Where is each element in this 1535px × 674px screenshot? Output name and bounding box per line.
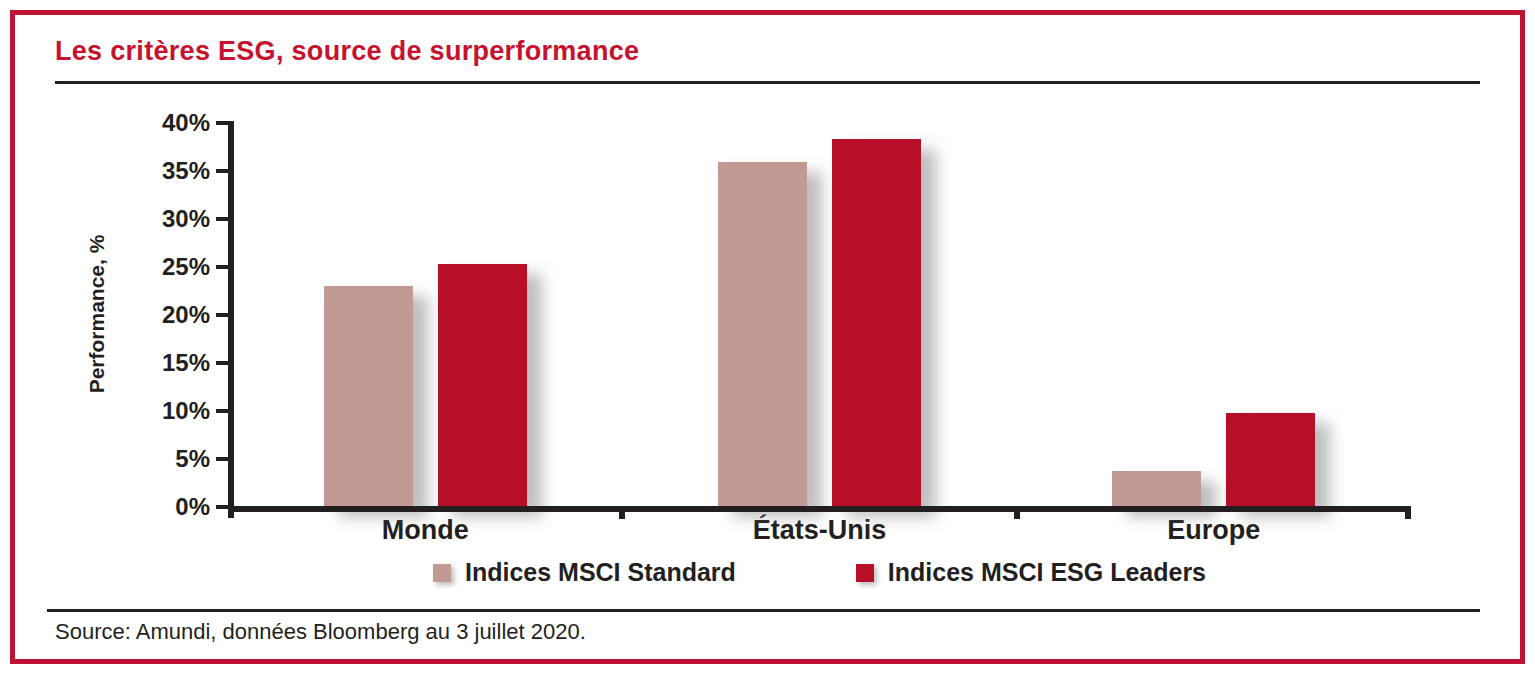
bar-indices-msci-esg-leaders-monde: [438, 264, 527, 507]
x-axis-line: [228, 506, 1411, 512]
source-note: Source: Amundi, données Bloomberg au 3 j…: [55, 619, 586, 645]
y-tick-label: 0%: [90, 495, 210, 519]
legend-swatch-icon: [433, 564, 451, 582]
y-tick-label: 30%: [90, 207, 210, 231]
legend-item-indices-msci-esg-leaders: Indices MSCI ESG Leaders: [856, 558, 1206, 587]
y-tick-label: 10%: [90, 399, 210, 423]
category-label-e-tats-unis: États-Unis: [670, 515, 970, 546]
chart-legend: Indices MSCI Standard Indices MSCI ESG Le…: [228, 558, 1411, 587]
y-tick-label: 40%: [90, 111, 210, 135]
x-axis-tick: [619, 506, 625, 519]
legend-item-indices-msci-standard: Indices MSCI Standard: [433, 558, 736, 587]
esg-performance-figure: Les critères ESG, source de surperforman…: [0, 0, 1535, 674]
legend-swatch-icon: [856, 564, 874, 582]
bar-indices-msci-standard-europe: [1112, 471, 1201, 507]
x-axis-tick: [1405, 506, 1411, 519]
category-label-monde: Monde: [275, 515, 575, 546]
bar-indices-msci-esg-leaders-europe: [1226, 413, 1315, 507]
bar-indices-msci-standard-monde: [324, 286, 413, 507]
y-axis-line: [228, 121, 234, 518]
y-tick-label: 20%: [90, 303, 210, 327]
footer-divider: [47, 609, 1480, 612]
y-tick-label: 5%: [90, 447, 210, 471]
legend-label: Indices MSCI ESG Leaders: [888, 558, 1206, 587]
category-label-europe: Europe: [1064, 515, 1364, 546]
x-axis-tick: [1014, 506, 1020, 519]
y-tick-label: 15%: [90, 351, 210, 375]
y-tick-label: 35%: [90, 159, 210, 183]
legend-label: Indices MSCI Standard: [465, 558, 736, 587]
bar-indices-msci-standard-e-tats-unis: [718, 162, 807, 507]
bar-indices-msci-esg-leaders-e-tats-unis: [832, 139, 921, 507]
y-tick-label: 25%: [90, 255, 210, 279]
bar-chart: Performance, % 0%5%10%15%20%25%30%35%40%…: [0, 0, 1535, 674]
